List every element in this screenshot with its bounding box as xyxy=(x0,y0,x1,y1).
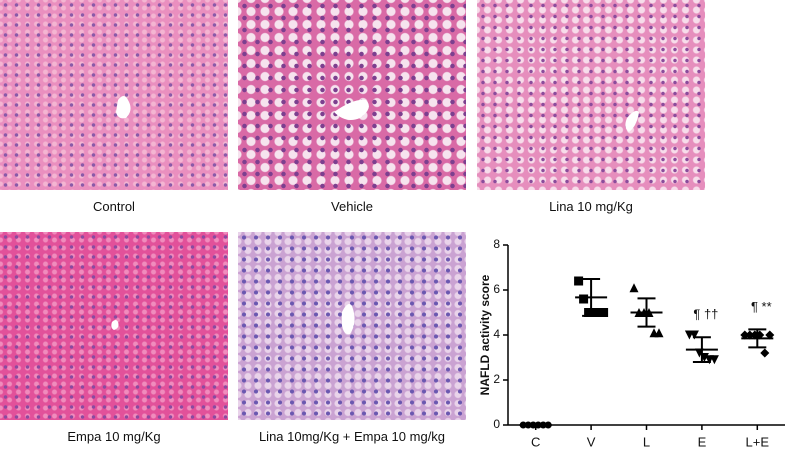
data-point xyxy=(574,276,584,286)
histology-image xyxy=(0,0,228,190)
data-point xyxy=(765,330,775,340)
y-tick-label: 4 xyxy=(493,327,500,341)
y-tick-label: 8 xyxy=(493,237,500,251)
histology-image xyxy=(0,232,228,420)
histology-image xyxy=(477,0,705,190)
data-point xyxy=(629,283,639,293)
vein xyxy=(334,99,369,120)
caption: Lina 10 mg/Kg xyxy=(549,199,633,214)
histology-image xyxy=(238,0,466,190)
data-point xyxy=(745,330,755,340)
sd-bar xyxy=(637,297,656,328)
x-tick-label: E xyxy=(698,434,707,449)
y-tick-label: 2 xyxy=(493,372,500,386)
x-tick-label: L+E xyxy=(746,434,770,449)
y-tick-label: 6 xyxy=(493,282,500,296)
vein xyxy=(111,320,119,330)
data-point xyxy=(599,308,609,317)
data-point xyxy=(579,294,589,304)
annotation: ¶ †† xyxy=(693,307,718,322)
caption: Vehicle xyxy=(331,199,373,214)
data-point xyxy=(689,330,699,340)
y-tick-label: 0 xyxy=(493,417,500,431)
x-tick-label: L xyxy=(643,434,650,449)
x-tick-label: V xyxy=(587,434,596,449)
y-axis-label: NAFLD activity score xyxy=(478,274,492,395)
caption: Lina 10mg/Kg + Empa 10 mg/kg xyxy=(258,429,446,444)
sd-bar xyxy=(692,336,711,363)
vein xyxy=(116,96,131,119)
histology-image xyxy=(238,232,466,420)
x-tick-label: C xyxy=(531,434,540,449)
caption: Control xyxy=(93,199,135,214)
chart: NAFLD activity score 0 2 4 6 8 C V L E ¶ †† L+E ¶ *… xyxy=(478,237,785,449)
data-point xyxy=(584,308,594,317)
caption: Empa 10 mg/Kg xyxy=(67,429,161,444)
data-point xyxy=(740,330,750,340)
data-point xyxy=(709,355,719,365)
data-point xyxy=(589,308,599,317)
data-point xyxy=(760,348,770,358)
data-point xyxy=(654,328,664,338)
sd-bar xyxy=(582,277,601,317)
sd-bar xyxy=(748,328,767,349)
vein xyxy=(341,304,355,335)
data-point xyxy=(594,308,604,317)
vein xyxy=(625,110,639,132)
annotation: ¶ ** xyxy=(751,299,772,314)
